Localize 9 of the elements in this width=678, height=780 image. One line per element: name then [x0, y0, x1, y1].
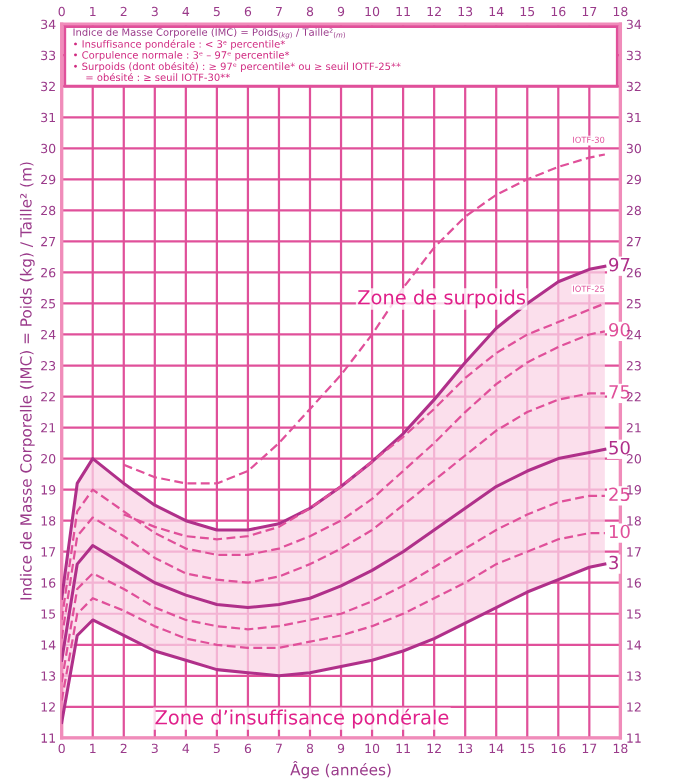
series-label: 3: [609, 555, 618, 570]
annotation: Zone d’insuffisance pondérale: [155, 708, 449, 729]
series-label: 90: [609, 322, 630, 337]
series-label: 50: [609, 440, 630, 455]
series-label: 25: [609, 487, 630, 502]
series-label: 10: [609, 524, 630, 539]
series-label: 75: [609, 385, 630, 399]
annotation: Zone de surpoids: [358, 289, 526, 309]
series-label: 97: [609, 257, 630, 272]
